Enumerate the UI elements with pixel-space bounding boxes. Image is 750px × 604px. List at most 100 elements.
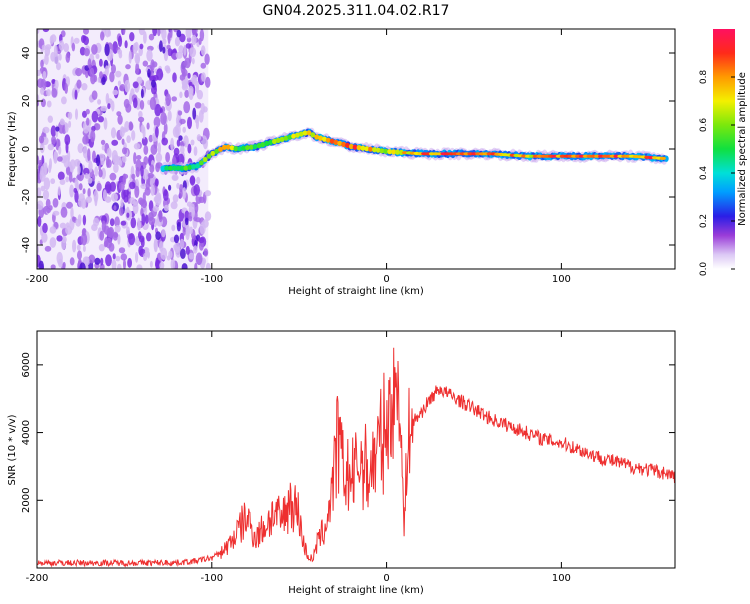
noise-blob bbox=[195, 217, 202, 223]
noise-blob bbox=[42, 222, 48, 234]
noise-blob bbox=[57, 156, 63, 162]
noise-blob bbox=[106, 159, 112, 168]
noise-blob bbox=[191, 34, 197, 46]
noise-blob bbox=[79, 262, 86, 269]
noise-blob bbox=[137, 220, 142, 231]
noise-blob bbox=[76, 174, 82, 180]
noise-blob bbox=[85, 172, 89, 179]
noise-blob bbox=[194, 262, 198, 269]
noise-blob bbox=[172, 72, 177, 83]
noise-blob bbox=[180, 145, 185, 154]
noise-blob bbox=[182, 226, 186, 236]
noise-blob bbox=[179, 118, 186, 125]
track-core bbox=[287, 134, 293, 140]
noise-blob bbox=[158, 210, 163, 223]
noise-blob bbox=[193, 245, 198, 254]
noise-blob bbox=[129, 32, 135, 42]
snr-panel: -200 -100 0 100 2000 4000 6000 Height of stra… bbox=[7, 330, 676, 596]
noise-blob bbox=[40, 59, 44, 68]
track-core bbox=[210, 150, 216, 156]
noise-blob bbox=[97, 116, 104, 123]
noise-blob bbox=[58, 40, 65, 51]
noise-blob bbox=[111, 259, 117, 269]
noise-blob bbox=[121, 138, 125, 145]
track-core bbox=[195, 163, 200, 169]
noise-blob bbox=[95, 154, 101, 167]
noise-blob bbox=[184, 89, 190, 98]
noise-blob bbox=[138, 110, 143, 119]
noise-blob bbox=[149, 75, 157, 81]
noise-blob bbox=[155, 231, 161, 241]
noise-blob bbox=[144, 214, 149, 224]
noise-blob bbox=[188, 88, 194, 100]
noise-blob bbox=[74, 190, 79, 203]
spectrogram-y-tick-label: -40 bbox=[21, 237, 32, 253]
track-core bbox=[325, 137, 331, 143]
noise-blob bbox=[134, 185, 140, 198]
noise-blob bbox=[115, 70, 122, 78]
noise-blob bbox=[109, 172, 117, 181]
noise-blob bbox=[89, 67, 95, 78]
noise-blob bbox=[77, 164, 81, 175]
noise-blob bbox=[159, 40, 163, 53]
noise-blob bbox=[136, 76, 143, 85]
noise-blob bbox=[129, 92, 133, 105]
noise-blob bbox=[42, 126, 50, 134]
noise-blob bbox=[125, 226, 130, 236]
noise-blob bbox=[148, 134, 153, 143]
track-core bbox=[256, 143, 262, 149]
noise-blob bbox=[193, 184, 200, 196]
noise-blob bbox=[86, 117, 90, 126]
noise-blob bbox=[199, 29, 205, 42]
noise-blob bbox=[49, 35, 54, 45]
noise-blob bbox=[161, 137, 168, 146]
noise-blob bbox=[191, 57, 195, 65]
noise-blob bbox=[182, 79, 188, 89]
noise-blob bbox=[46, 89, 51, 97]
track-core bbox=[391, 149, 396, 155]
noise-blob bbox=[204, 211, 212, 222]
noise-blob bbox=[183, 101, 191, 114]
noise-blob bbox=[133, 143, 141, 150]
noise-blob bbox=[72, 216, 76, 223]
noise-blob bbox=[150, 144, 158, 156]
noise-blob bbox=[68, 120, 72, 128]
colorbar-label: Normalized spectral amplitude bbox=[737, 72, 748, 226]
noise-blob bbox=[142, 60, 148, 67]
track-core bbox=[352, 144, 358, 150]
noise-blob bbox=[121, 155, 127, 163]
snr-x-tick-label: -100 bbox=[200, 573, 223, 584]
track-core bbox=[295, 132, 300, 138]
noise-blob bbox=[204, 76, 211, 88]
noise-blob bbox=[196, 134, 202, 141]
noise-blob bbox=[82, 256, 90, 265]
noise-blob bbox=[178, 135, 183, 141]
noise-blob bbox=[169, 29, 173, 38]
noise-blob bbox=[82, 214, 87, 226]
noise-blob bbox=[129, 181, 136, 190]
snr-ylabel: SNR (10 * v/v) bbox=[7, 414, 18, 485]
noise-blob bbox=[74, 159, 81, 167]
noise-blob bbox=[104, 43, 110, 57]
noise-blob bbox=[159, 241, 164, 252]
noise-blob bbox=[156, 68, 164, 81]
noise-blob bbox=[204, 53, 210, 65]
noise-blob bbox=[151, 85, 157, 95]
noise-blob bbox=[185, 43, 192, 49]
noise-blob bbox=[203, 248, 209, 257]
noise-blob bbox=[101, 144, 105, 151]
track-core bbox=[333, 139, 339, 145]
noise-blob bbox=[191, 208, 195, 218]
noise-blob bbox=[77, 143, 84, 154]
noise-blob bbox=[132, 200, 138, 206]
snr-y-tick-label: 2000 bbox=[21, 488, 32, 513]
track-core bbox=[218, 146, 223, 152]
noise-blob bbox=[37, 200, 44, 211]
track-core bbox=[229, 145, 235, 151]
noise-blob bbox=[65, 222, 70, 228]
track-core bbox=[206, 153, 212, 159]
noise-blob bbox=[131, 173, 136, 180]
noise-blob bbox=[157, 142, 161, 155]
noise-blob bbox=[131, 130, 136, 141]
track-core bbox=[379, 148, 385, 154]
